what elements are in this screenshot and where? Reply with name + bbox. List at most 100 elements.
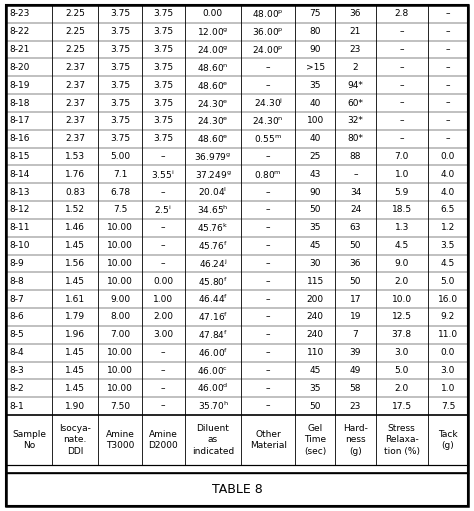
Text: 2.25: 2.25 [65, 27, 85, 36]
Text: 3.75: 3.75 [153, 27, 173, 36]
Text: 8-2: 8-2 [9, 384, 24, 393]
Text: 36.979$^{\mathrm{g}}$: 36.979$^{\mathrm{g}}$ [194, 151, 231, 162]
Text: 0.0: 0.0 [441, 152, 455, 161]
Text: –: – [266, 277, 270, 286]
Text: 24.30$^{\mathrm{n}}$: 24.30$^{\mathrm{n}}$ [252, 115, 284, 126]
Text: 3.0: 3.0 [441, 366, 455, 375]
Text: 0.00: 0.00 [153, 277, 173, 286]
Text: –: – [266, 348, 270, 357]
Text: 80*: 80* [347, 134, 364, 143]
Text: –: – [266, 330, 270, 339]
Text: 3.75: 3.75 [153, 99, 173, 107]
Text: 47.84$^{\mathrm{f}}$: 47.84$^{\mathrm{f}}$ [198, 329, 228, 341]
Text: 35: 35 [310, 384, 321, 393]
Text: 1.79: 1.79 [65, 312, 85, 321]
Text: Tack
(g): Tack (g) [438, 430, 458, 450]
Text: 10.00: 10.00 [107, 241, 133, 250]
Text: 40: 40 [310, 134, 321, 143]
Text: 32*: 32* [347, 117, 364, 125]
Text: 48.60$^{\mathrm{n}}$: 48.60$^{\mathrm{n}}$ [197, 62, 228, 73]
Text: 4.5: 4.5 [394, 241, 409, 250]
Text: 9.2: 9.2 [441, 312, 455, 321]
Text: 48.00$^{\mathrm{p}}$: 48.00$^{\mathrm{p}}$ [252, 8, 284, 19]
Text: –: – [400, 134, 404, 143]
Text: –: – [266, 295, 270, 304]
Text: 8-11: 8-11 [9, 223, 29, 233]
Text: 10.0: 10.0 [392, 295, 412, 304]
Text: 1.0: 1.0 [394, 170, 409, 179]
Text: –: – [266, 81, 270, 90]
Text: 2.8: 2.8 [394, 9, 409, 18]
Text: 94*: 94* [347, 81, 364, 90]
Text: 110: 110 [307, 348, 324, 357]
Text: 8-16: 8-16 [9, 134, 29, 143]
Text: 240: 240 [307, 330, 324, 339]
Text: 48.60$^{\mathrm{e}}$: 48.60$^{\mathrm{e}}$ [197, 133, 228, 144]
Text: 49: 49 [350, 366, 361, 375]
Text: –: – [266, 205, 270, 215]
Text: 8-12: 8-12 [9, 205, 29, 215]
Text: 10.00: 10.00 [107, 259, 133, 268]
Text: 1.45: 1.45 [65, 366, 85, 375]
Text: 8-13: 8-13 [9, 188, 29, 197]
Text: 3.75: 3.75 [110, 45, 130, 54]
Text: 10.00: 10.00 [107, 277, 133, 286]
Text: 47.16$^{\mathrm{f}}$: 47.16$^{\mathrm{f}}$ [198, 311, 228, 323]
Text: 11.0: 11.0 [438, 330, 458, 339]
Text: 20.04$^{\mathrm{l}}$: 20.04$^{\mathrm{l}}$ [198, 186, 228, 198]
Text: 3.75: 3.75 [110, 134, 130, 143]
Text: 8-23: 8-23 [9, 9, 29, 18]
Text: 1.45: 1.45 [65, 348, 85, 357]
Text: 8-3: 8-3 [9, 366, 24, 375]
Text: –: – [400, 27, 404, 36]
Text: 7: 7 [353, 330, 358, 339]
Text: –: – [161, 366, 165, 375]
Text: 1.96: 1.96 [65, 330, 85, 339]
Text: 45.76$^{\mathrm{f}}$: 45.76$^{\mathrm{f}}$ [198, 240, 228, 252]
Text: 1.46: 1.46 [65, 223, 85, 233]
Text: 7.50: 7.50 [110, 402, 130, 410]
Text: 90: 90 [310, 45, 321, 54]
Text: 16.0: 16.0 [438, 295, 458, 304]
Text: 1.56: 1.56 [65, 259, 85, 268]
Text: –: – [161, 259, 165, 268]
Text: 3.00: 3.00 [153, 330, 173, 339]
Text: –: – [266, 259, 270, 268]
Text: 1.61: 1.61 [65, 295, 85, 304]
Text: –: – [446, 27, 450, 36]
Text: 88: 88 [350, 152, 361, 161]
Text: 1.45: 1.45 [65, 277, 85, 286]
Text: 3.75: 3.75 [110, 81, 130, 90]
Text: 46.00$^{\mathrm{d}}$: 46.00$^{\mathrm{d}}$ [197, 382, 228, 394]
Text: 7.00: 7.00 [110, 330, 130, 339]
Text: –: – [446, 45, 450, 54]
Text: 4.5: 4.5 [441, 259, 455, 268]
Text: 45.80$^{\mathrm{f}}$: 45.80$^{\mathrm{f}}$ [198, 275, 228, 288]
Text: 8-7: 8-7 [9, 295, 24, 304]
Text: 8-21: 8-21 [9, 45, 29, 54]
Text: 18.5: 18.5 [392, 205, 412, 215]
Text: 9.00: 9.00 [110, 295, 130, 304]
Text: 8.00: 8.00 [110, 312, 130, 321]
Text: 8-15: 8-15 [9, 152, 29, 161]
Text: 45: 45 [310, 241, 321, 250]
Text: 35: 35 [310, 223, 321, 233]
Text: –: – [446, 81, 450, 90]
Text: –: – [446, 117, 450, 125]
Text: 8-9: 8-9 [9, 259, 24, 268]
Text: 48.60$^{\mathrm{e}}$: 48.60$^{\mathrm{e}}$ [197, 80, 228, 91]
Text: –: – [161, 402, 165, 410]
Text: 25: 25 [310, 152, 321, 161]
Text: 2.37: 2.37 [65, 81, 85, 90]
Text: 80: 80 [310, 27, 321, 36]
Text: –: – [266, 241, 270, 250]
Text: 5.0: 5.0 [441, 277, 455, 286]
Text: 5.9: 5.9 [394, 188, 409, 197]
Text: 40: 40 [310, 99, 321, 107]
Text: 0.00: 0.00 [203, 9, 223, 18]
Text: –: – [400, 117, 404, 125]
Text: 8-14: 8-14 [9, 170, 29, 179]
Text: –: – [400, 63, 404, 72]
Text: Amine
T3000: Amine T3000 [106, 430, 135, 450]
Text: 3.75: 3.75 [153, 81, 173, 90]
